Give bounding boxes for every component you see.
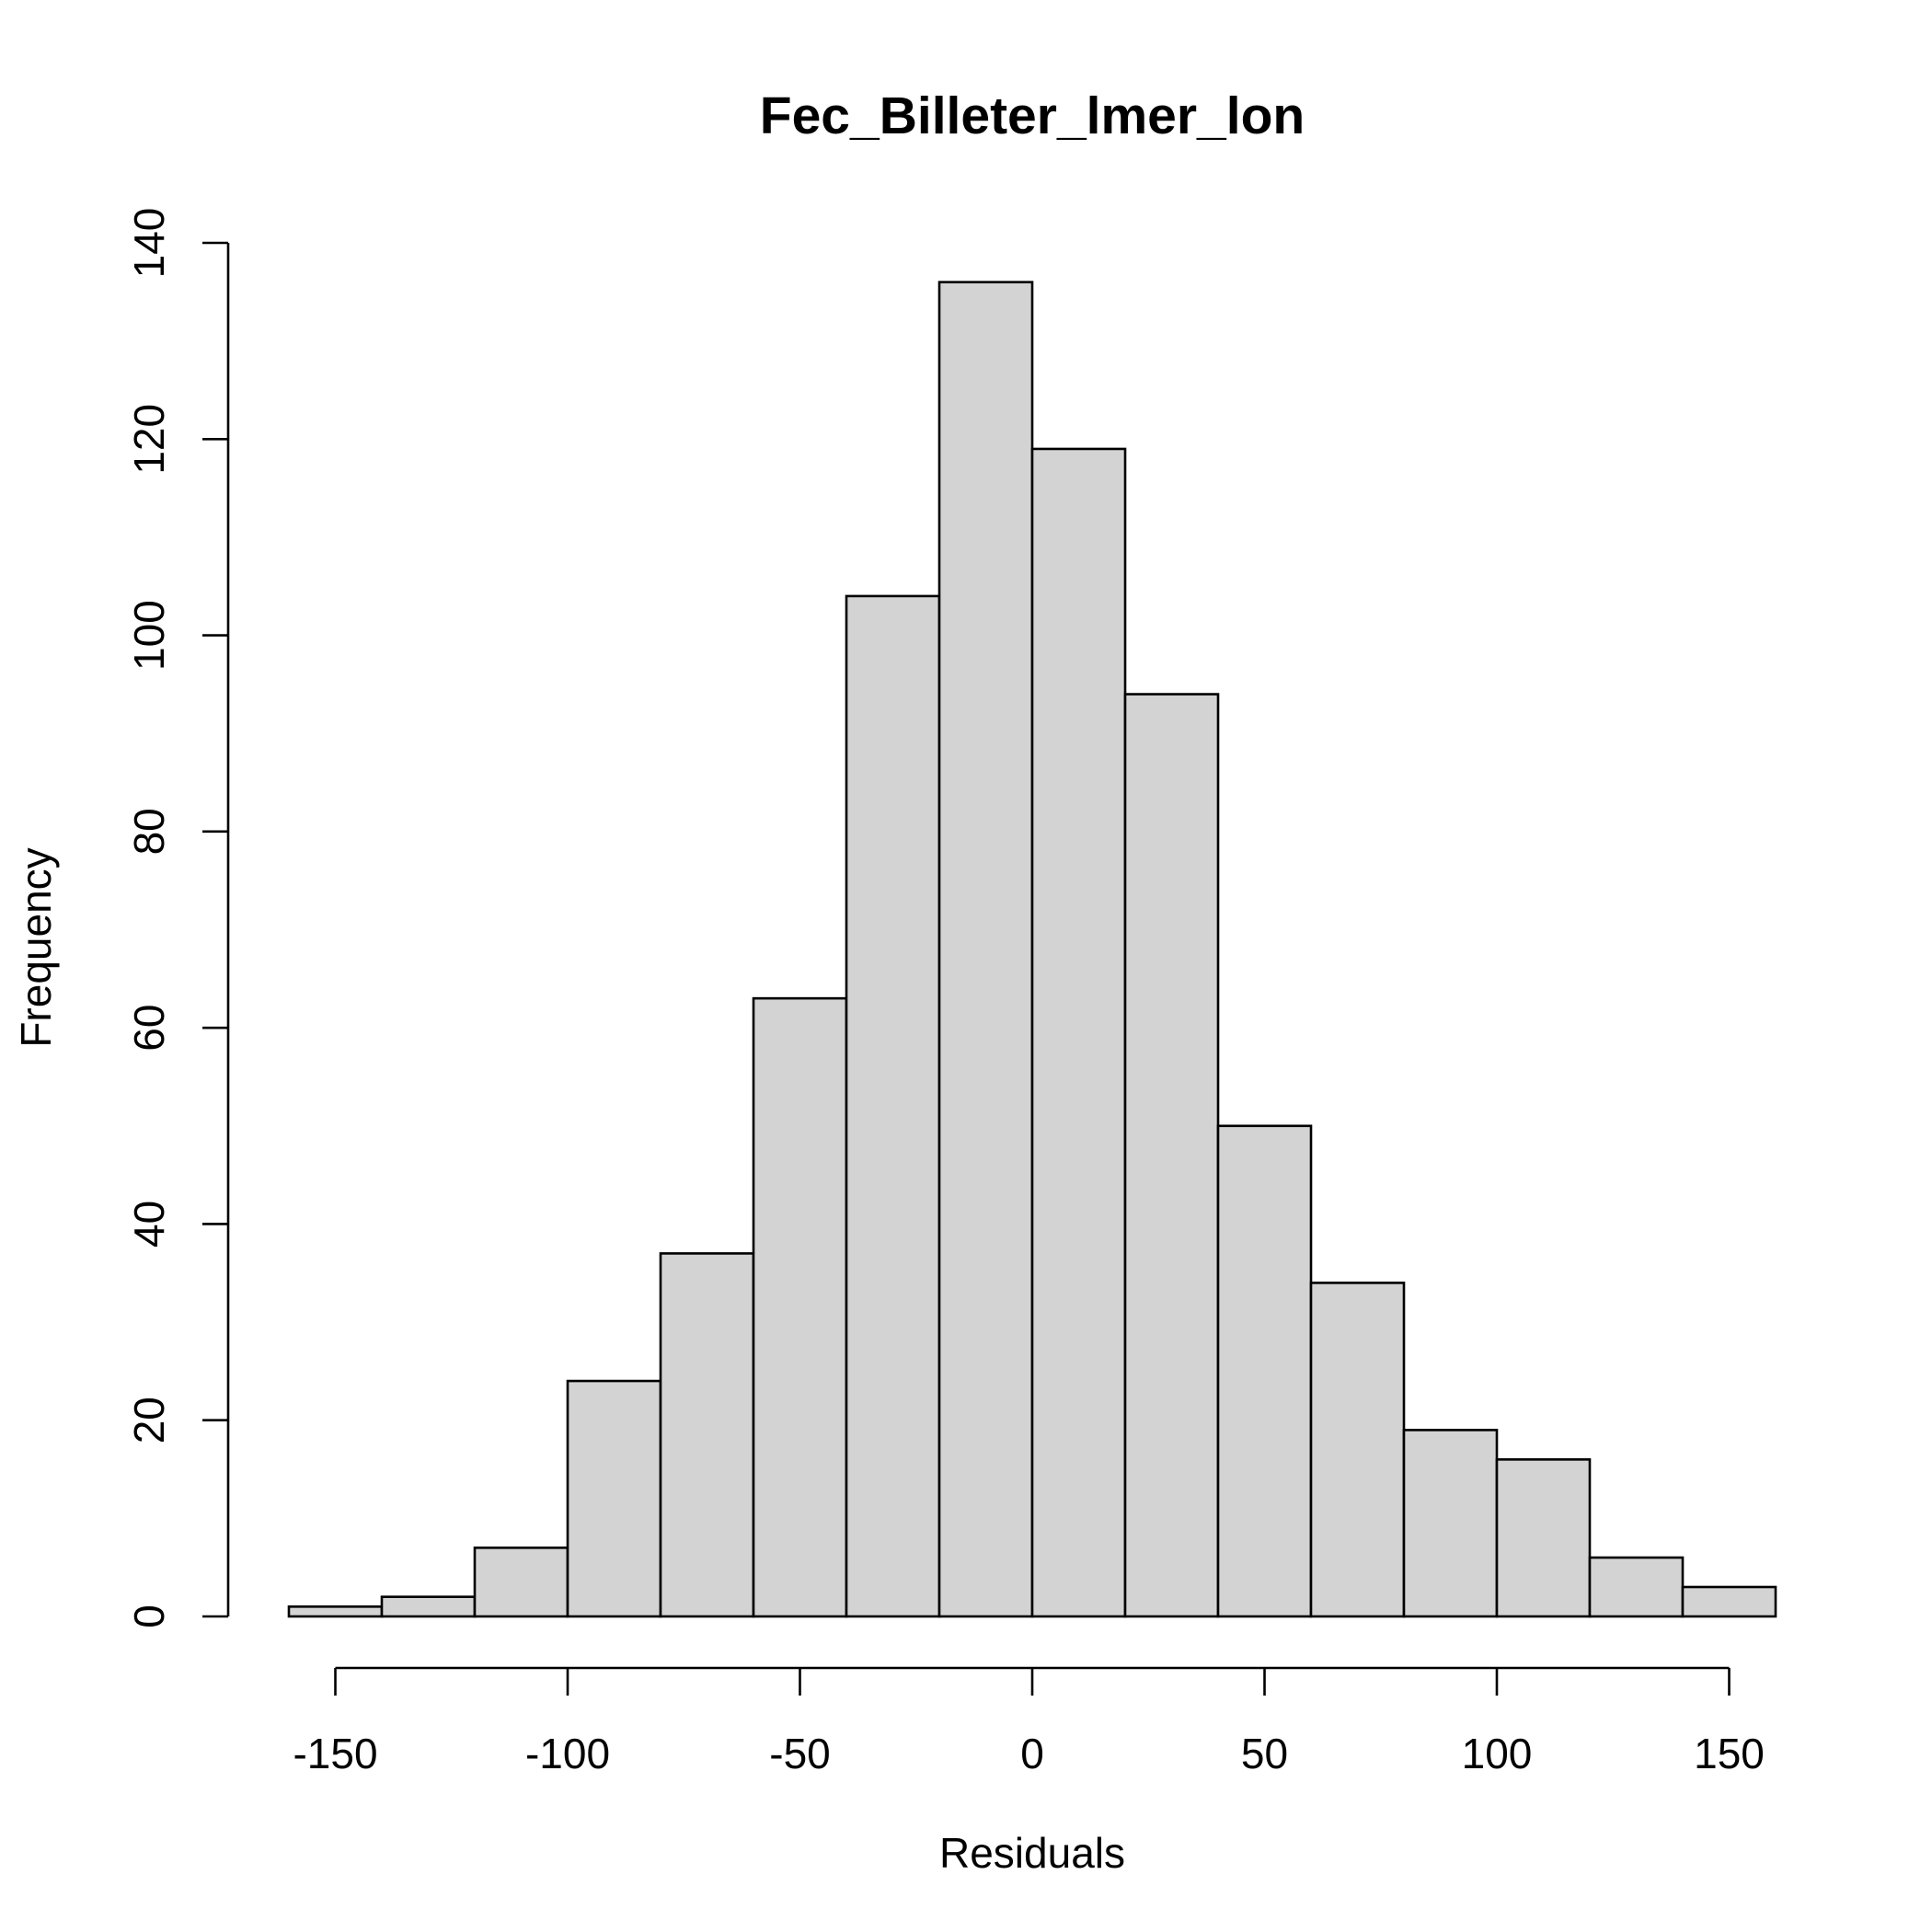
x-tick-label: 150 <box>1694 1730 1765 1777</box>
x-tick-label: 100 <box>1462 1730 1533 1777</box>
y-tick-label: 120 <box>125 404 173 475</box>
histogram-bar <box>380 1595 477 1618</box>
y-tick-label: 80 <box>125 808 173 855</box>
x-tick-label: 50 <box>1241 1730 1288 1777</box>
histogram-bar <box>1309 1282 1406 1618</box>
chart-title: Fec_Billeter_lmer_lon <box>760 86 1305 145</box>
x-axis-label: Residuals <box>939 1829 1125 1877</box>
histogram-bar <box>845 594 941 1618</box>
histogram-bar <box>752 996 848 1618</box>
x-tick-label: -50 <box>769 1730 830 1777</box>
histogram-bar <box>1123 693 1220 1618</box>
histogram-bar <box>287 1605 384 1618</box>
histogram-bar <box>659 1252 755 1618</box>
histogram-bar <box>1030 447 1127 1618</box>
bars-group <box>287 281 1777 1618</box>
x-axis: -150 -100 -50 0 50 100 150 <box>293 1666 1765 1777</box>
y-tick-label: 60 <box>125 1005 173 1052</box>
x-tick-label: 0 <box>1020 1730 1044 1777</box>
histogram-bar <box>1402 1429 1499 1618</box>
y-tick-label: 100 <box>125 600 173 671</box>
y-tick-label: 140 <box>125 208 173 279</box>
histogram-bar <box>566 1379 662 1618</box>
histogram-bar <box>473 1547 569 1618</box>
y-tick-label: 40 <box>125 1201 173 1248</box>
x-tick-label: -100 <box>525 1730 610 1777</box>
y-tick-label: 0 <box>125 1604 173 1628</box>
histogram-bar <box>1216 1124 1313 1618</box>
histogram-bar <box>1495 1458 1592 1618</box>
histogram-bar <box>1681 1585 1777 1618</box>
y-axis: 0 20 40 60 80 100 120 140 <box>125 208 230 1628</box>
histogram-bar <box>1588 1556 1685 1618</box>
x-tick-label: -150 <box>293 1730 377 1777</box>
histogram-bar <box>937 281 1034 1618</box>
y-tick-label: 20 <box>125 1397 173 1443</box>
y-axis-label: Frequency <box>12 847 60 1047</box>
